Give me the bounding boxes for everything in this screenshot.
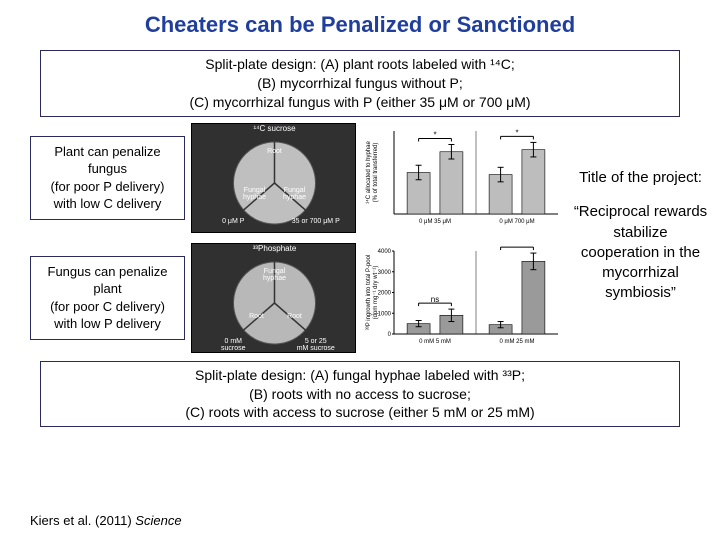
svg-text:1000: 1000: [378, 311, 392, 317]
caption-fungus-penalizes: Fungus can penalize plant (for poor C de…: [30, 256, 185, 340]
caption-top-l2: (for poor P delivery): [37, 178, 178, 196]
caption-bot-l1: Fungus can penalize plant: [37, 263, 178, 298]
svg-text:0 μM 700 μM: 0 μM 700 μM: [499, 219, 534, 225]
design-top-line3: (C) mycorrhizal fungus with P (either 35…: [49, 93, 671, 112]
svg-text:*: *: [433, 131, 436, 140]
bar-chart-c-allocation: ¹⁴C allocated to hyphae(% of total trans…: [362, 125, 562, 230]
citation-year: (2011): [95, 513, 132, 528]
design-bot-line1: Split-plate design: (A) fungal hyphae la…: [49, 366, 671, 385]
split-plate-diagram-bottom: ³³PhosphateFungal hyphaeRootRoot0 mM suc…: [191, 243, 356, 353]
design-description-top: Split-plate design: (A) plant roots labe…: [40, 50, 680, 117]
project-title-quote: “Reciprocal rewards stabilize cooperatio…: [573, 202, 708, 303]
svg-text:2000: 2000: [378, 291, 392, 297]
svg-text:0 mM 25 mM: 0 mM 25 mM: [499, 339, 534, 345]
caption-plant-penalizes: Plant can penalize fungus (for poor P de…: [30, 136, 185, 220]
svg-text:4000: 4000: [378, 249, 392, 255]
svg-text:0 mM 5 mM: 0 mM 5 mM: [419, 339, 451, 345]
design-bot-line3: (C) roots with access to sucrose (either…: [49, 403, 671, 422]
svg-text:¹⁴C allocated to hyphae(% of t: ¹⁴C allocated to hyphae(% of total trans…: [365, 141, 379, 204]
design-top-line2: (B) mycorrhizal fungus without P;: [49, 74, 671, 93]
svg-text:3000: 3000: [378, 270, 392, 276]
caption-bot-l2: (for poor C delivery): [37, 298, 178, 316]
svg-text:*: *: [515, 129, 518, 138]
caption-top-l1: Plant can penalize fungus: [37, 143, 178, 178]
citation-journal: Science: [135, 513, 181, 528]
citation: Kiers et al. (2011) Science: [30, 513, 182, 528]
side-panel: Title of the project: “Reciprocal reward…: [573, 168, 708, 304]
design-description-bottom: Split-plate design: (A) fungal hyphae la…: [40, 361, 680, 428]
caption-top-l3: with low C delivery: [37, 195, 178, 213]
caption-bot-l3: with low P delivery: [37, 315, 178, 333]
svg-text:*: *: [515, 245, 518, 248]
svg-text:0 μM 35 μM: 0 μM 35 μM: [419, 219, 451, 225]
svg-text:³³P ingrowth into total P-pool: ³³P ingrowth into total P-pool(dpm mg⁻¹ …: [366, 255, 379, 331]
citation-authors: Kiers et al.: [30, 513, 91, 528]
svg-text:0: 0: [388, 332, 392, 338]
design-bot-line2: (B) roots with no access to sucrose;: [49, 385, 671, 404]
project-title-label: Title of the project:: [573, 168, 708, 188]
slide-title: Cheaters can be Penalized or Sanctioned: [0, 0, 720, 46]
design-top-line1: Split-plate design: (A) plant roots labe…: [49, 55, 671, 74]
split-plate-diagram-top: ¹⁴C sucroseRootFungal hyphaeFungal hypha…: [191, 123, 356, 233]
svg-text:ns: ns: [431, 295, 439, 304]
bar-chart-p-ingrowth: 0 1000 2000 3000 4000³³P ingrowth into total…: [362, 245, 562, 350]
